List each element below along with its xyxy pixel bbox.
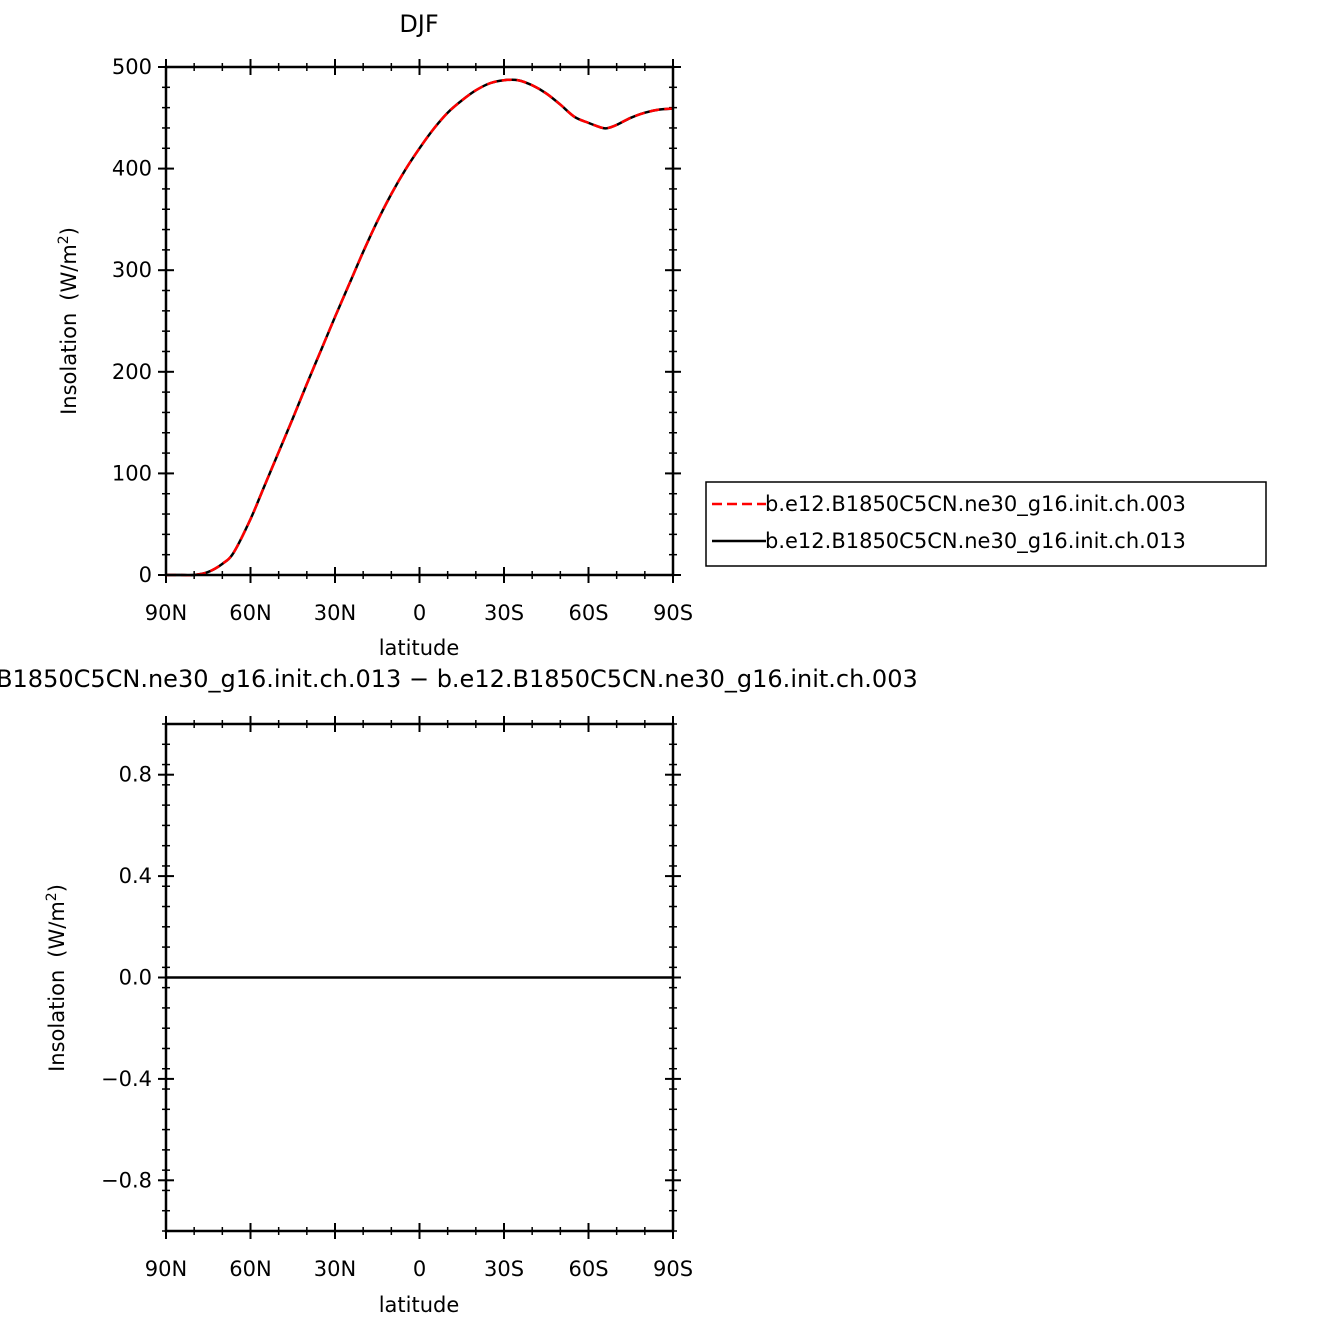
y-tick-label: 0.8 — [119, 763, 152, 787]
series-line-0 — [166, 78, 674, 577]
bottom-x-axis-label: latitude — [379, 1293, 460, 1317]
bottom-y-axis-label: Insolation(W/m2) — [44, 884, 69, 1072]
y-tick-label: 0 — [139, 563, 152, 587]
y-tick-label: 300 — [112, 258, 152, 282]
x-tick-label: 60N — [229, 1257, 271, 1281]
top-plot-frame — [164, 65, 675, 577]
x-tick-label: 30S — [484, 1257, 524, 1281]
x-tick-label: 90N — [145, 601, 187, 625]
top-x-ticks: 90N 60N 30N 0 30S 60S 90S — [145, 59, 693, 625]
y-tick-label: −0.8 — [101, 1168, 152, 1192]
y-tick-label: −0.4 — [101, 1067, 152, 1091]
top-y-ticks: 0 100 200 300 400 500 — [112, 55, 681, 587]
x-tick-label: 60S — [568, 1257, 608, 1281]
x-tick-label: 90S — [653, 1257, 693, 1281]
top-chart-title: DJF — [399, 10, 438, 38]
top-x-axis-label: latitude — [379, 636, 460, 660]
y-tick-label: 500 — [112, 55, 152, 79]
x-tick-label: 30N — [314, 601, 356, 625]
x-tick-label: 30S — [484, 601, 524, 625]
legend-entry-ch013: b.e12.B1850C5CN.ne30_g16.init.ch.013 — [765, 529, 1186, 554]
x-tick-label: 0 — [413, 1257, 426, 1281]
y-tick-label: 0.0 — [119, 966, 152, 990]
top-series — [166, 78, 674, 577]
x-tick-label: 60N — [229, 601, 271, 625]
bottom-plot-frame — [164, 722, 675, 1233]
series-line-1 — [166, 78, 674, 577]
x-tick-label: 0 — [413, 601, 426, 625]
x-tick-label: 60S — [568, 601, 608, 625]
y-tick-label: 200 — [112, 360, 152, 384]
bottom-panel: b.e12.B1850C5CN.ne30_g16.init.ch.013 − b… — [0, 665, 918, 1317]
top-y-axis-label: Insolation(W/m2) — [56, 227, 81, 415]
bottom-x-ticks: 90N 60N 30N 0 30S 60S 90S — [145, 716, 693, 1281]
x-tick-label: 30N — [314, 1257, 356, 1281]
legend-box — [705, 481, 1267, 567]
top-panel: DJF 0 100 200 300 400 500 90N 60N 30N 0 30S 60S 90S… — [56, 10, 693, 660]
legend-entry-ch003: b.e12.B1850C5CN.ne30_g16.init.ch.003 — [765, 492, 1186, 517]
y-tick-label: 400 — [112, 157, 152, 181]
bottom-chart-title: b.e12.B1850C5CN.ne30_g16.init.ch.013 − b… — [0, 665, 918, 693]
x-tick-label: 90S — [653, 601, 693, 625]
x-tick-label: 90N — [145, 1257, 187, 1281]
y-tick-label: 0.4 — [119, 864, 152, 888]
legend: b.e12.B1850C5CN.ne30_g16.init.ch.003 b.e… — [705, 481, 1267, 567]
y-tick-label: 100 — [112, 461, 152, 485]
